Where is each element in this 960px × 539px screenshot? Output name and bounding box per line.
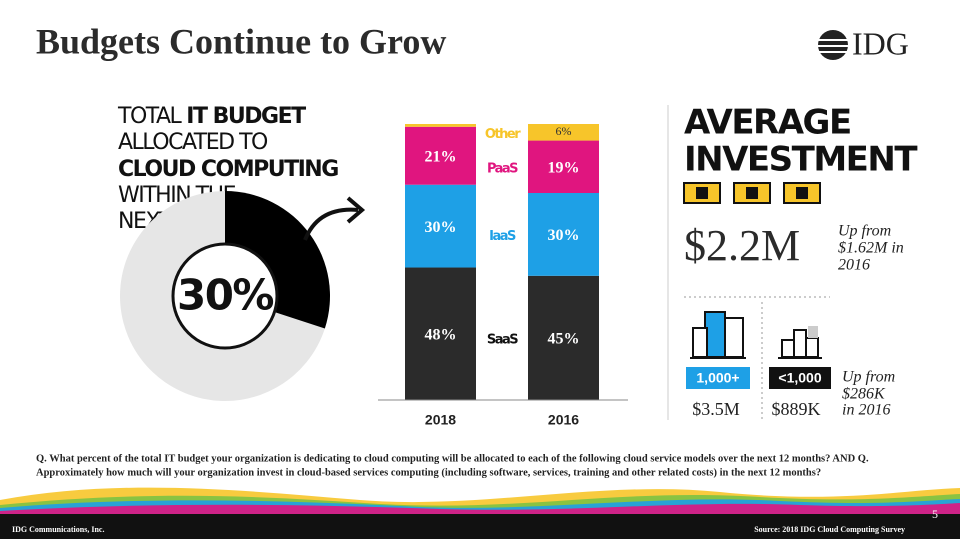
x-tick-label: 2018 [425, 412, 456, 428]
small-building-icon [778, 326, 822, 359]
series-label: PaaS [487, 161, 518, 176]
dollar-icons [683, 182, 821, 204]
footer-company: IDG Communications, Inc. [12, 525, 104, 534]
small-note: $286K [842, 386, 886, 403]
bar-segment [528, 193, 599, 276]
small-label-box [769, 367, 831, 389]
small-value: $889K [772, 399, 821, 419]
pie-title-line: CLOUD COMPUTING [118, 157, 338, 182]
slide-title: Budgets Continue to Grow [36, 21, 446, 61]
series-label: SaaS [487, 332, 518, 347]
x-tick-label: 2016 [548, 412, 579, 428]
bar-segment [528, 275, 599, 400]
overall-investment: $2.2M [684, 221, 800, 270]
overall-note: 2016 [838, 257, 870, 274]
question: Approximately how much will your organiz… [36, 467, 821, 478]
question: Q. What percent of the total IT budget y… [36, 453, 869, 464]
logo: IDG [852, 25, 909, 61]
small-note: in 2016 [842, 402, 890, 419]
investment-title: AVERAGE [684, 103, 851, 143]
bar-segment [405, 184, 476, 268]
bar-value-label: 48% [425, 326, 457, 343]
large-value: $3.5M [692, 399, 740, 419]
bar-value-label: 19% [548, 159, 580, 176]
page-number: 5 [932, 507, 938, 521]
overall-note: $1.62M in [838, 240, 904, 257]
arrow-head [346, 196, 366, 224]
bar-value-label: 30% [548, 227, 580, 244]
bar-value-label: 45% [548, 331, 580, 348]
arrow [303, 207, 359, 241]
footer-bar [0, 514, 960, 539]
pie-title-part: TOTAL [117, 104, 183, 129]
bar-segment [528, 124, 599, 141]
small-label: <1,000 [778, 370, 821, 386]
footer-source: Source: 2018 IDG Cloud Computing Survey [754, 525, 905, 534]
large-label: 1,000+ [696, 370, 739, 386]
pie-center [171, 242, 279, 350]
pie-value-label: 30% [177, 271, 273, 320]
bar-value-label: 6% [556, 124, 572, 138]
investment-title: INVESTMENT [684, 140, 918, 180]
bar-segment [528, 140, 599, 193]
overall-note: Up from [838, 223, 891, 240]
series-label: Other [485, 127, 521, 142]
bar-segment [405, 124, 476, 127]
pie-chart: 30% [120, 190, 330, 401]
wave-band [0, 487, 960, 515]
logo-mark [815, 30, 851, 60]
pie-title-line: TOTAL IT BUDGET [117, 104, 306, 129]
small-note: Up from [842, 369, 895, 386]
series-label: IaaS [489, 229, 516, 244]
pie-title-line: ALLOCATED TO [118, 130, 268, 155]
bar-value-label: 30% [425, 219, 457, 236]
bar-segment [405, 267, 476, 400]
stacked-bar-chart: 48% 30% 21% 2018 45% SaaS 30% IaaS 19% PaaS 6% Othe… [378, 124, 628, 428]
pie-title-part: IT BUDGET [186, 104, 306, 129]
large-building-icon [690, 311, 746, 359]
large-label-box [686, 367, 750, 389]
bar-value-label: 21% [425, 148, 457, 165]
bar-segment [405, 126, 476, 185]
